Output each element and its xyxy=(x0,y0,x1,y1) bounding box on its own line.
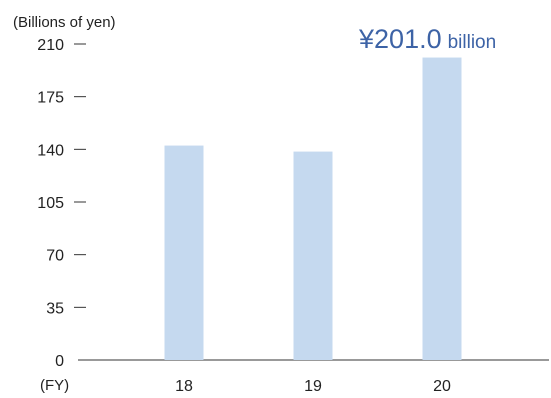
x-tick-label: 18 xyxy=(175,378,193,395)
y-tick-label: 175 xyxy=(37,90,64,107)
bar-fy19 xyxy=(293,151,333,360)
callout-unit: billion xyxy=(448,32,497,53)
y-axis-ticks: 0 35 70 105 140 175 210 xyxy=(37,37,86,370)
callout-currency: ¥ xyxy=(358,24,375,54)
y-tick-label: 210 xyxy=(37,37,64,54)
x-tick-label: 19 xyxy=(304,378,322,395)
x-axis-unit-label: (FY) xyxy=(40,377,69,394)
bars xyxy=(164,57,462,361)
x-axis-ticks: 18 19 20 xyxy=(175,378,451,395)
y-tick-label: 105 xyxy=(37,195,64,212)
y-tick-label: 0 xyxy=(55,353,64,370)
total-callout: ¥201.0 billion xyxy=(358,24,496,54)
x-tick-label: 20 xyxy=(433,378,451,395)
y-tick-label: 35 xyxy=(46,300,64,317)
callout-amount: 201.0 xyxy=(374,24,442,54)
y-tick-label: 140 xyxy=(37,142,64,159)
bar-fy20 xyxy=(422,57,462,361)
y-axis-unit-label: (Billions of yen) xyxy=(13,14,116,31)
y-tick-label: 70 xyxy=(46,248,64,265)
bar-fy18 xyxy=(164,145,204,360)
